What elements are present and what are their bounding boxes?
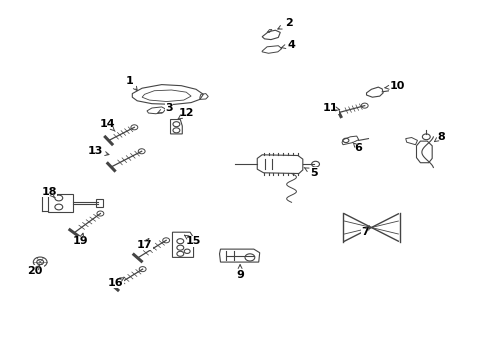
Text: 19: 19	[73, 236, 89, 246]
Text: 17: 17	[137, 240, 152, 250]
Text: 4: 4	[288, 40, 295, 50]
Text: 12: 12	[178, 108, 194, 118]
Text: 2: 2	[285, 18, 293, 28]
Text: 13: 13	[88, 146, 103, 156]
Text: 6: 6	[354, 143, 362, 153]
Text: 8: 8	[437, 132, 445, 142]
Text: 1: 1	[126, 76, 134, 86]
Text: 16: 16	[107, 278, 123, 288]
Text: 15: 15	[186, 236, 201, 246]
Text: 5: 5	[310, 168, 318, 178]
Text: 14: 14	[100, 119, 116, 129]
Text: 3: 3	[165, 103, 173, 113]
Text: 10: 10	[389, 81, 405, 91]
Text: 9: 9	[236, 270, 244, 280]
Text: 18: 18	[41, 186, 57, 197]
Text: 11: 11	[323, 103, 339, 113]
Text: 7: 7	[361, 227, 369, 237]
Text: 20: 20	[27, 266, 43, 276]
